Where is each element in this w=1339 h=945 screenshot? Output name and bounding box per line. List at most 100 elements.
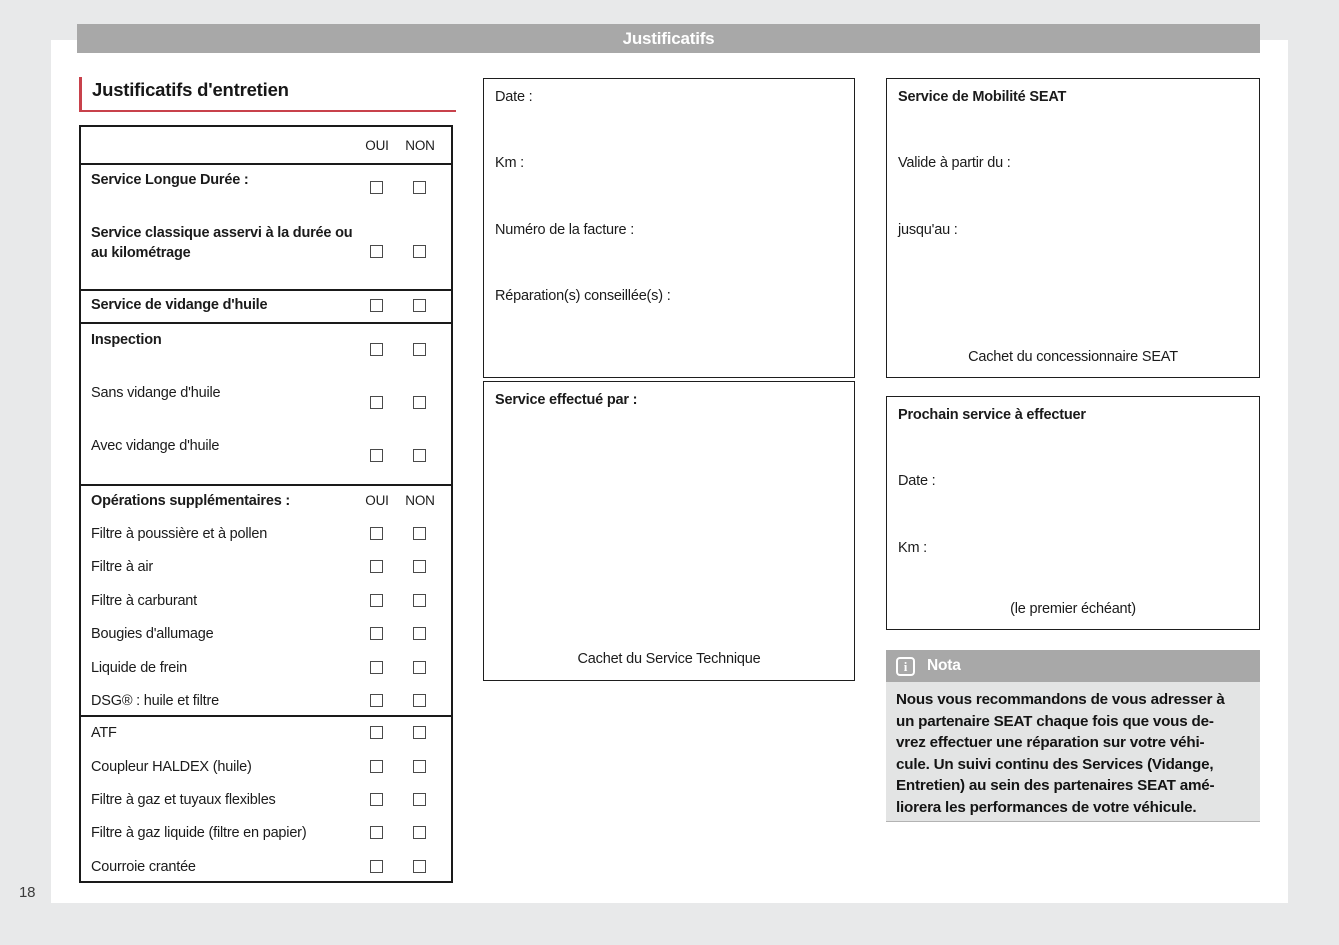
table-row: DSG® : huile et filtre <box>81 693 451 713</box>
section-heading-text: Justificatifs d'entretien <box>92 79 289 100</box>
checkbox-oui[interactable] <box>370 245 383 258</box>
checkbox-non[interactable] <box>413 527 426 540</box>
mobility-service-box: Service de Mobilité SEAT Valide à partir… <box>886 78 1260 378</box>
column-header-oui: OUI <box>365 493 389 508</box>
checkbox-oui[interactable] <box>370 860 383 873</box>
checkbox-oui[interactable] <box>370 299 383 312</box>
nota-line: Nous vous recommandons de vous adresser … <box>896 691 1225 708</box>
box-title-next-service: Prochain service à effectuer <box>898 407 1086 423</box>
row-label: Filtre à gaz liquide (filtre en papier) <box>91 825 307 841</box>
column-header-non: NON <box>405 138 435 153</box>
row-label: Coupleur HALDEX (huile) <box>91 759 252 775</box>
table-row: Liquide de frein <box>81 660 451 680</box>
field-label-service-performed-by: Service effectué par : <box>495 392 638 408</box>
checkbox-non[interactable] <box>413 396 426 409</box>
field-label-invoice-number: Numéro de la facture : <box>495 222 635 238</box>
box-title-mobility-service: Service de Mobilité SEAT <box>898 89 1067 105</box>
nota-line: vrez effectuer une réparation sur votre … <box>896 734 1205 751</box>
checkbox-oui[interactable] <box>370 661 383 674</box>
nota-header: i Nota <box>886 650 1260 682</box>
checkbox-non[interactable] <box>413 245 426 258</box>
page-header-bar: Justificatifs <box>77 24 1260 53</box>
row-label: Liquide de frein <box>91 660 187 676</box>
field-label-date: Date : <box>898 473 936 489</box>
nota-line: liorera les performances de votre véhicu… <box>896 798 1197 816</box>
field-label-recommended-repairs: Réparation(s) conseillée(s) : <box>495 288 671 304</box>
row-label: Filtre à carburant <box>91 593 197 609</box>
row-label: Filtre à gaz et tuyaux flexibles <box>91 792 276 808</box>
table-row: Bougies d'allumage <box>81 626 451 646</box>
divider <box>81 322 451 324</box>
checkbox-oui[interactable] <box>370 181 383 194</box>
row-label: Service classique asservi à la durée ou … <box>91 225 353 261</box>
checkbox-oui[interactable] <box>370 594 383 607</box>
row-label: Service Longue Durée : <box>91 172 249 188</box>
checkbox-non[interactable] <box>413 560 426 573</box>
nota-body-text: Nous vous recommandons de vous adresser … <box>886 682 1260 822</box>
checkbox-oui[interactable] <box>370 527 383 540</box>
checkbox-non[interactable] <box>413 181 426 194</box>
row-label: Opérations supplémentaires : <box>91 493 291 509</box>
checkbox-non[interactable] <box>413 594 426 607</box>
row-label: ATF <box>91 725 117 741</box>
section-heading: Justificatifs d'entretien <box>79 77 456 112</box>
nota-title: Nota <box>927 657 961 674</box>
page-number: 18 <box>19 884 36 901</box>
checkbox-oui[interactable] <box>370 826 383 839</box>
stamp-caption-seat-dealer: Cachet du concessionnaire SEAT <box>968 349 1178 365</box>
row-label: Sans vidange d'huile <box>91 385 221 401</box>
checkbox-oui[interactable] <box>370 343 383 356</box>
row-label: Inspection <box>91 332 162 348</box>
table-row: Filtre à poussière et à pollen <box>81 526 451 546</box>
row-label: Filtre à poussière et à pollen <box>91 526 268 542</box>
info-icon: i <box>896 656 915 676</box>
note-first-due: (le premier échéant) <box>1010 601 1136 617</box>
row-label: DSG® : huile et filtre <box>91 693 219 709</box>
checkbox-oui[interactable] <box>370 726 383 739</box>
table-row: Service de vidange d'huile <box>81 297 451 317</box>
document-page: Justificatifs d'entretien OUI NON Servic… <box>51 40 1288 903</box>
checkbox-oui[interactable] <box>370 396 383 409</box>
column-header-non: NON <box>405 493 435 508</box>
checkbox-non[interactable] <box>413 726 426 739</box>
divider <box>81 289 451 291</box>
table-row: Filtre à gaz et tuyaux flexibles <box>81 792 451 812</box>
checkbox-oui[interactable] <box>370 760 383 773</box>
maintenance-checklist-table: OUI NON Service Longue Durée : Service c… <box>79 125 453 883</box>
next-service-box: Prochain service à effectuer Date : Km :… <box>886 396 1260 630</box>
divider <box>81 484 451 486</box>
checkbox-non[interactable] <box>413 627 426 640</box>
checkbox-oui[interactable] <box>370 793 383 806</box>
checkbox-oui[interactable] <box>370 449 383 462</box>
checkbox-non[interactable] <box>413 860 426 873</box>
table-row: Avec vidange d'huile <box>81 438 451 462</box>
checkbox-non[interactable] <box>413 661 426 674</box>
checkbox-oui[interactable] <box>370 694 383 707</box>
checkbox-oui[interactable] <box>370 560 383 573</box>
nota-line: Entretien) au sein des partenaires SEAT … <box>896 777 1215 794</box>
row-label: Service de vidange d'huile <box>91 297 268 313</box>
table-row: Filtre à gaz liquide (filtre en papier) <box>81 825 451 845</box>
nota-callout: i Nota Nous vous recommandons de vous ad… <box>886 650 1260 822</box>
checkbox-non[interactable] <box>413 760 426 773</box>
checkbox-non[interactable] <box>413 343 426 356</box>
table-row: Service Longue Durée : <box>81 172 451 194</box>
nota-line: un partenaire SEAT chaque fois que vous … <box>896 712 1214 730</box>
table-row: Service classique asservi à la durée ou … <box>81 224 451 284</box>
table-row: Filtre à carburant <box>81 593 451 613</box>
divider <box>81 715 451 717</box>
field-label-valid-from: Valide à partir du : <box>898 155 1011 171</box>
checkbox-non[interactable] <box>413 793 426 806</box>
checkbox-non[interactable] <box>413 694 426 707</box>
invoice-form-box: Date : Km : Numéro de la facture : Répar… <box>483 78 855 378</box>
checkbox-non[interactable] <box>413 826 426 839</box>
checkbox-oui[interactable] <box>370 627 383 640</box>
divider <box>81 163 451 165</box>
checkbox-non[interactable] <box>413 449 426 462</box>
row-label: Bougies d'allumage <box>91 626 214 642</box>
checkbox-non[interactable] <box>413 299 426 312</box>
table-row: Courroie crantée <box>81 859 451 879</box>
table-row: Filtre à air <box>81 559 451 579</box>
table-row: Inspection <box>81 332 451 356</box>
